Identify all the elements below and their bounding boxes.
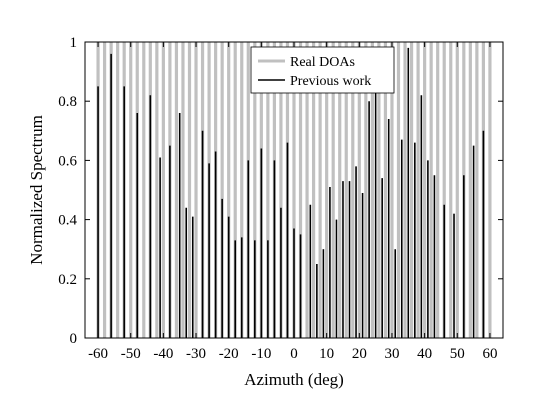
x-tick-label: -20 [219,346,239,362]
x-tick-label: -60 [88,346,108,362]
x-tick-label: -50 [121,346,141,362]
y-tick-label: 0.6 [58,153,77,169]
previous-work-bars-layer [97,47,485,338]
x-tick-label: 30 [384,346,399,362]
legend-label-real-doas: Real DOAs [290,55,355,70]
x-tick-label: 40 [417,346,432,362]
x-tick-label: 60 [482,346,497,362]
legend: Real DOAs Previous work [250,46,395,94]
x-tick-label: 50 [450,346,465,362]
axis-ticks-layer: -60 -50 -40 -30 -20 -10 0 10 20 30 40 50 60 0 0.2 0.4 0.… [58,35,503,362]
y-tick-label: 0.2 [58,272,77,288]
y-tick-label: 0.8 [58,94,77,110]
legend-box [250,46,395,94]
x-tick-label: 0 [290,346,298,362]
y-tick-label: 0.4 [58,213,77,229]
x-tick-label: 10 [319,346,334,362]
x-tick-label: 20 [352,346,367,362]
y-tick-label: 0 [70,331,78,347]
x-axis-title: Azimuth (deg) [244,370,344,389]
legend-label-previous-work: Previous work [290,74,371,89]
x-tick-label: -40 [153,346,173,362]
y-tick-label: 1 [70,35,78,51]
y-axis-title: Normalized Spectrum [27,115,46,265]
x-tick-label: -30 [186,346,206,362]
x-tick-label: -10 [251,346,271,362]
